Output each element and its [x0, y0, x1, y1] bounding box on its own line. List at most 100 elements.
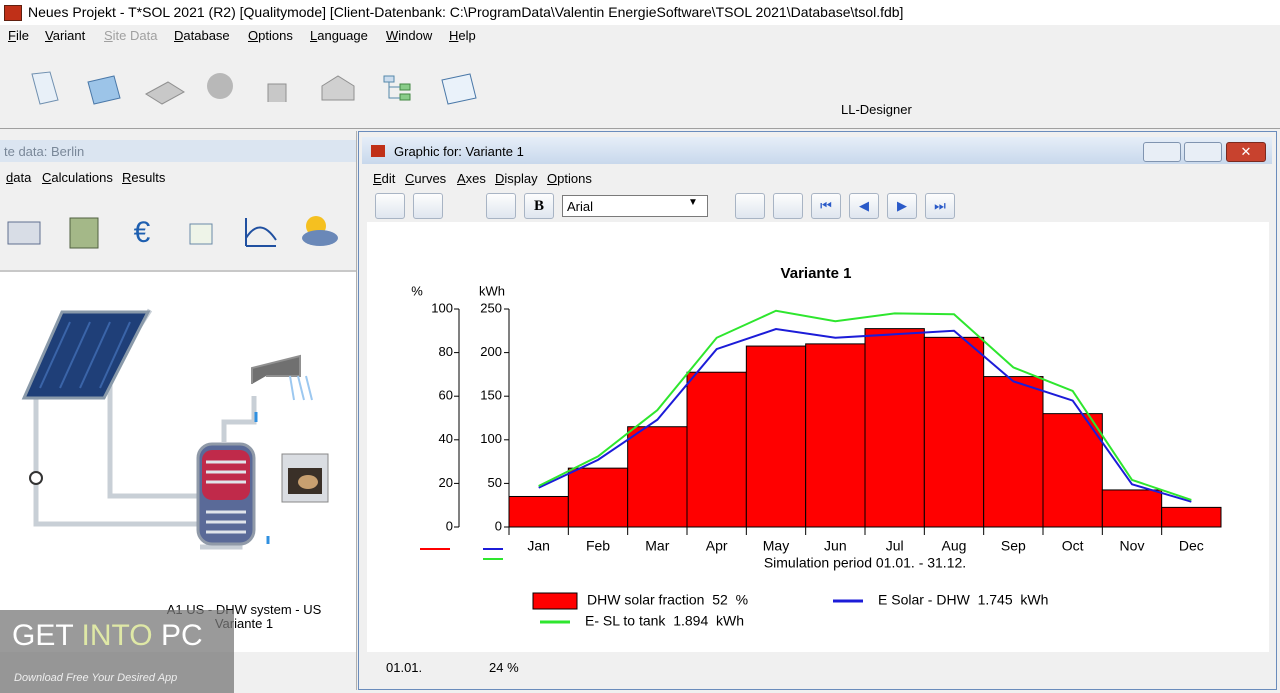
legend-label: E- SL to tank 1.894 kWh [585, 613, 744, 629]
menu-item[interactable]: Results [122, 170, 166, 185]
font-name[interactable]: Arial [567, 199, 594, 214]
close-button[interactable]: ✕ [1226, 142, 1266, 162]
panel-title: te data: Berlin [4, 144, 85, 159]
y2-tick-label: 0 [495, 518, 502, 533]
panel-title-bar [0, 140, 356, 162]
bar [1161, 506, 1222, 528]
menu-item[interactable]: Database [174, 28, 230, 43]
menu-item[interactable]: Window [386, 28, 433, 43]
pump [29, 471, 43, 485]
separator [0, 270, 356, 272]
app-icon [4, 5, 22, 21]
window-title: Neues Projekt - T*SOL 2021 (R2) [Quality… [28, 4, 904, 20]
maximize-button[interactable] [1184, 142, 1222, 162]
print-icon[interactable] [7, 221, 41, 245]
bar [508, 495, 569, 528]
font-button[interactable] [486, 193, 516, 219]
graphic-title: Graphic for: Variante 1 [394, 144, 524, 159]
y-tick-label: 0 [446, 518, 453, 533]
menu-item[interactable]: data [6, 170, 32, 185]
bar [864, 328, 925, 528]
calculator-icon[interactable] [69, 217, 99, 249]
minimize-button[interactable] [1143, 142, 1181, 162]
y2-tick-label: 150 [480, 388, 502, 403]
curve-button[interactable] [735, 193, 765, 219]
menu-item[interactable]: Language [310, 28, 368, 43]
bar [983, 376, 1044, 528]
line [538, 309, 1192, 501]
y-tick-label: 80 [439, 344, 453, 359]
collector [21, 310, 151, 400]
watermark [0, 610, 234, 693]
chart-title: Variante 1 [781, 265, 852, 282]
x-tick-label: Apr [706, 538, 728, 554]
weather-icon[interactable] [302, 216, 338, 246]
menu-item[interactable]: Curves [405, 171, 447, 186]
report-icon[interactable] [441, 73, 477, 105]
toolbar-label[interactable]: LL-Designer [841, 102, 912, 117]
panel-toolbar: € [7, 216, 338, 249]
y2-tick-label: 50 [488, 475, 502, 490]
bar [1101, 489, 1163, 528]
house-icon [321, 75, 355, 101]
legend-swatch [532, 592, 578, 610]
x-axis-label: Simulation period 01.01. - 31.12. [764, 555, 966, 571]
last-button[interactable]: ⏭ [925, 193, 955, 219]
open-icon[interactable] [87, 75, 121, 105]
y2-axis-label: kWh [479, 283, 505, 298]
watermark-word: GET [12, 619, 74, 652]
menu-item[interactable]: File [8, 28, 29, 43]
y2-tick-label: 100 [480, 431, 502, 446]
x-tick-label: Sep [1001, 538, 1026, 554]
x-tick-label: Jul [886, 538, 904, 554]
x-tick-label: Aug [942, 538, 967, 554]
new-icon[interactable] [31, 71, 59, 105]
weather-icon [207, 73, 233, 99]
x-tick-label: Nov [1120, 538, 1145, 554]
y-tick-label: 60 [439, 388, 453, 403]
tree-icon[interactable] [383, 75, 411, 101]
menu-item[interactable]: Options [248, 28, 293, 43]
doc-icon[interactable] [189, 223, 213, 245]
menu-item: Site Data [104, 28, 158, 43]
x-tick-label: Oct [1062, 538, 1084, 554]
bar [686, 371, 747, 528]
main-toolbar [31, 71, 477, 105]
menu-item[interactable]: Help [449, 28, 476, 43]
first-button[interactable]: ⏮ [811, 193, 841, 219]
system-diagram [21, 308, 329, 550]
legend-label: DHW solar fraction 52 % [587, 592, 748, 608]
chart-icon[interactable] [245, 218, 277, 247]
y-tick-label: 40 [439, 431, 453, 446]
menu-item[interactable]: Calculations [42, 170, 113, 185]
x-tick-label: May [763, 538, 789, 554]
menu-item[interactable]: Display [495, 171, 538, 186]
prev-button[interactable]: ◀ [849, 193, 879, 219]
print-button[interactable] [375, 193, 405, 219]
x-tick-label: Jun [824, 538, 847, 554]
y-tick-label: 20 [439, 475, 453, 490]
next-button[interactable]: ▶ [887, 193, 917, 219]
menu-item[interactable]: Edit [373, 171, 396, 186]
euro-icon[interactable]: € [134, 216, 151, 249]
y-axis-label: % [411, 283, 423, 298]
status-progress: 24 % [489, 660, 519, 675]
bold-button[interactable]: B [524, 193, 554, 219]
grid-button[interactable] [773, 193, 803, 219]
copy-button[interactable] [413, 193, 443, 219]
menu-item[interactable]: Variant [45, 28, 86, 43]
bar [567, 467, 629, 528]
tool-icon [145, 81, 185, 105]
x-tick-label: Dec [1179, 538, 1204, 554]
font-select[interactable] [562, 195, 708, 217]
bar [805, 343, 866, 528]
bar [923, 336, 985, 528]
bar [1042, 413, 1103, 528]
menu-item[interactable]: Axes [457, 171, 486, 186]
dropdown-arrow[interactable]: ▼ [688, 197, 698, 208]
tool-icon [267, 83, 287, 102]
status-date: 01.01. [386, 660, 423, 675]
x-tick-label: Jan [527, 538, 550, 554]
menu-item[interactable]: Options [547, 171, 592, 186]
